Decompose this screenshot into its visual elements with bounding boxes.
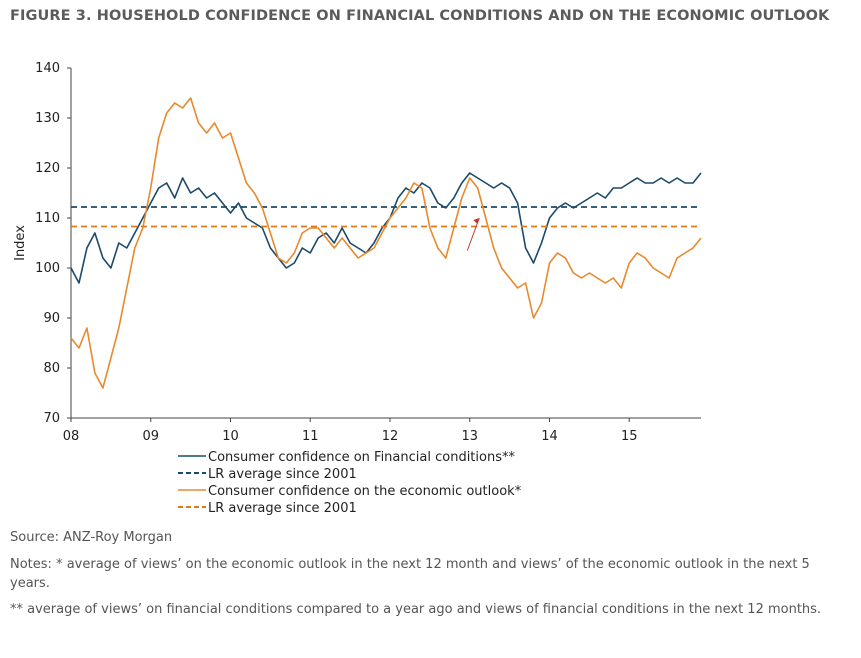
y-tick-label: 80 <box>43 361 60 376</box>
x-tick-label: 15 <box>621 429 638 444</box>
chart-title: FIGURE 3. HOUSEHOLD CONFIDENCE ON FINANC… <box>10 8 830 24</box>
series-economic-line <box>70 97 702 389</box>
y-tick-label: 130 <box>35 111 60 126</box>
x-tick-label: 10 <box>222 429 239 444</box>
legend: Consumer confidence on Financial conditi… <box>178 450 522 516</box>
chart-area: 70 80 90 100 110 120 130 140 08 09 10 11 12 13 14 15 Ind… <box>13 61 702 516</box>
y-tick-label: 140 <box>35 61 60 76</box>
y-tick-label: 110 <box>35 211 60 226</box>
annotation-arrow-head <box>473 218 480 224</box>
source-note: Source: ANZ-Roy Morgan <box>10 530 173 545</box>
series-layer <box>70 97 702 389</box>
y-tick-label: 70 <box>43 411 60 426</box>
x-tick-label: 09 <box>142 429 159 444</box>
y-axis-label: Index <box>13 225 28 261</box>
x-tick-label: 08 <box>63 429 80 444</box>
y-tick-label: 100 <box>35 261 60 276</box>
legend-label: LR average since 2001 <box>208 467 357 482</box>
x-tick-label: 11 <box>302 429 319 444</box>
notes-text-1: Notes: * average of views’ on the econom… <box>10 557 810 591</box>
axes-layer: 70 80 90 100 110 120 130 140 08 09 10 11 12 13 14 15 Ind… <box>13 61 701 444</box>
x-tick-label: 12 <box>382 429 399 444</box>
series-financial-line <box>70 172 702 284</box>
legend-label: Consumer confidence on the economic outl… <box>208 484 522 499</box>
x-tick-label: 14 <box>541 429 558 444</box>
notes-text-2: ** average of views’ on financial condit… <box>10 602 822 617</box>
y-tick-label: 120 <box>35 161 60 176</box>
y-tick-label: 90 <box>43 311 60 326</box>
legend-label: Consumer confidence on Financial conditi… <box>208 450 515 465</box>
legend-label: LR average since 2001 <box>208 501 357 516</box>
x-tick-label: 13 <box>461 429 478 444</box>
